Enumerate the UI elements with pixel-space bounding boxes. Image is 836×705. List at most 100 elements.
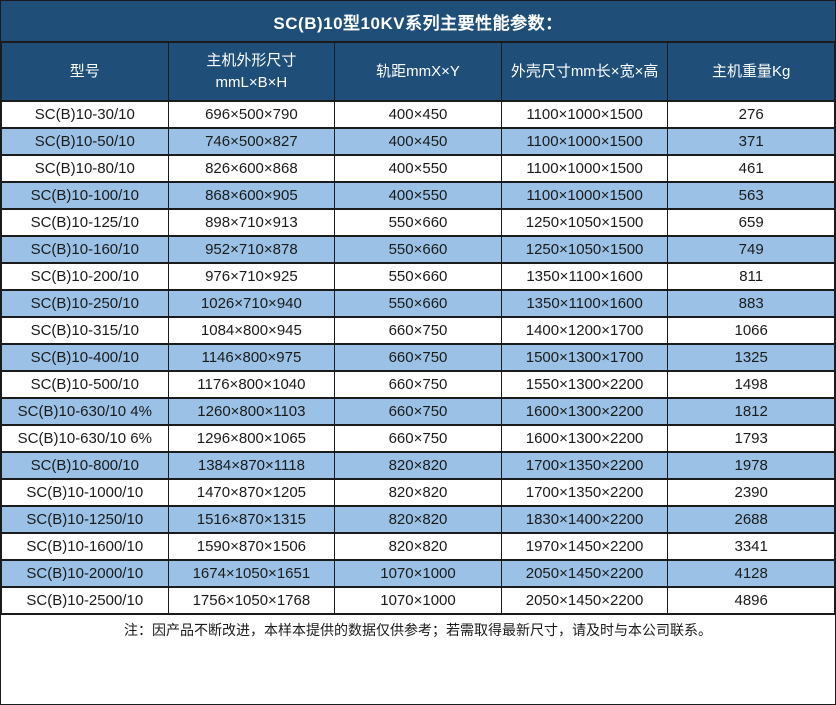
table-row: SC(B)10-630/10 4% 1260×800×1103 660×750 160…: [1, 397, 835, 426]
table-cell: 400×450: [334, 127, 502, 156]
table-cell: 1070×1000: [334, 586, 502, 615]
table-cell: 371: [667, 127, 835, 156]
table-row: SC(B)10-80/10 826×600×868 400×550 1100×1000…: [1, 154, 835, 183]
table-cell: 976×710×925: [167, 262, 336, 291]
table-cell: 660×750: [334, 397, 502, 426]
column-header-line: 主机外形尺寸: [206, 51, 297, 69]
table-cell: 276: [667, 100, 835, 129]
table-cell: 550×660: [334, 208, 502, 237]
column-header: 型号: [1, 41, 169, 102]
table-row: SC(B)10-2000/10 1674×1050×1651 1070×1000 20…: [1, 559, 835, 588]
table-cell: 820×820: [334, 478, 502, 507]
table-cell: 1756×1050×1768: [167, 586, 336, 615]
table-cell: 1812: [667, 397, 835, 426]
table-cell: 820×820: [334, 505, 502, 534]
table-cell: SC(B)10-250/10: [1, 289, 169, 318]
table-row: SC(B)10-30/10 696×500×790 400×450 1100×1000…: [1, 100, 835, 129]
table-cell: 4896: [667, 586, 835, 615]
column-header-line: 外壳尺寸mm长×宽×高: [510, 62, 659, 80]
spec-table: 型号 主机外形尺寸 mmL×B×H 轨距mmX×Y 外壳尺寸mm长×宽×高 主机重量Kg …: [1, 41, 835, 615]
table-cell: 1498: [667, 370, 835, 399]
table-cell: SC(B)10-200/10: [1, 262, 169, 291]
table-body: SC(B)10-30/10 696×500×790 400×450 1100×1000…: [1, 100, 835, 615]
table-cell: 660×750: [334, 424, 502, 453]
table-cell: 1296×800×1065: [167, 424, 336, 453]
table-cell: 746×500×827: [167, 127, 336, 156]
table-cell: 1070×1000: [334, 559, 502, 588]
table-cell: 660×750: [334, 343, 502, 372]
table-cell: 1793: [667, 424, 835, 453]
table-cell: 1250×1050×1500: [500, 235, 669, 264]
column-header: 主机重量Kg: [667, 41, 835, 102]
table-cell: SC(B)10-315/10: [1, 316, 169, 345]
table-cell: 898×710×913: [167, 208, 336, 237]
table-cell: 550×660: [334, 289, 502, 318]
table-cell: 1590×870×1506: [167, 532, 336, 561]
table-cell: 826×600×868: [167, 154, 336, 183]
table-cell: 660×750: [334, 370, 502, 399]
table-cell: 1400×1200×1700: [500, 316, 669, 345]
table-cell: 659: [667, 208, 835, 237]
table-cell: 1600×1300×2200: [500, 424, 669, 453]
table-cell: 1084×800×945: [167, 316, 336, 345]
table-cell: 1100×1000×1500: [500, 154, 669, 183]
table-cell: 400×450: [334, 100, 502, 129]
table-cell: 1700×1350×2200: [500, 478, 669, 507]
table-cell: 660×750: [334, 316, 502, 345]
table-cell: 749: [667, 235, 835, 264]
table-cell: SC(B)10-50/10: [1, 127, 169, 156]
table-cell: 1516×870×1315: [167, 505, 336, 534]
table-cell: SC(B)10-500/10: [1, 370, 169, 399]
table-cell: 550×660: [334, 262, 502, 291]
table-cell: 1550×1300×2200: [500, 370, 669, 399]
table-row: SC(B)10-1250/10 1516×870×1315 820×820 1830×…: [1, 505, 835, 534]
table-row: SC(B)10-1600/10 1590×870×1506 820×820 1970×…: [1, 532, 835, 561]
table-cell: 952×710×878: [167, 235, 336, 264]
column-header: 主机外形尺寸 mmL×B×H: [167, 41, 336, 102]
table-cell: 1978: [667, 451, 835, 480]
table-cell: 550×660: [334, 235, 502, 264]
table-cell: 1026×710×940: [167, 289, 336, 318]
table-row: SC(B)10-160/10 952×710×878 550×660 1250×105…: [1, 235, 835, 264]
table-cell: 400×550: [334, 154, 502, 183]
table-cell: 1250×1050×1500: [500, 208, 669, 237]
table-cell: SC(B)10-1250/10: [1, 505, 169, 534]
table-cell: 1600×1300×2200: [500, 397, 669, 426]
table-cell: 1700×1350×2200: [500, 451, 669, 480]
table-cell: 696×500×790: [167, 100, 336, 129]
column-header: 轨距mmX×Y: [334, 41, 502, 102]
table-header: 型号 主机外形尺寸 mmL×B×H 轨距mmX×Y 外壳尺寸mm长×宽×高 主机重量Kg: [1, 41, 835, 102]
column-header-line: 型号: [69, 62, 100, 80]
table-cell: 4128: [667, 559, 835, 588]
table-cell: 1100×1000×1500: [500, 181, 669, 210]
table-cell: 1260×800×1103: [167, 397, 336, 426]
table-cell: 1325: [667, 343, 835, 372]
table-cell: SC(B)10-1000/10: [1, 478, 169, 507]
table-cell: 1384×870×1118: [167, 451, 336, 480]
table-cell: SC(B)10-400/10: [1, 343, 169, 372]
table-cell: SC(B)10-2000/10: [1, 559, 169, 588]
table-cell: 1066: [667, 316, 835, 345]
table-row: SC(B)10-200/10 976×710×925 550×660 1350×110…: [1, 262, 835, 291]
header-row: 型号 主机外形尺寸 mmL×B×H 轨距mmX×Y 外壳尺寸mm长×宽×高 主机重量Kg: [1, 41, 835, 102]
table-cell: SC(B)10-80/10: [1, 154, 169, 183]
table-cell: 461: [667, 154, 835, 183]
table-cell: 1100×1000×1500: [500, 100, 669, 129]
table-cell: SC(B)10-30/10: [1, 100, 169, 129]
table-cell: SC(B)10-1600/10: [1, 532, 169, 561]
table-cell: 2050×1450×2200: [500, 586, 669, 615]
table-cell: SC(B)10-125/10: [1, 208, 169, 237]
column-header-line: 轨距mmX×Y: [376, 62, 460, 80]
table-row: SC(B)10-500/10 1176×800×1040 660×750 1550×1…: [1, 370, 835, 399]
table-cell: SC(B)10-2500/10: [1, 586, 169, 615]
table-cell: 811: [667, 262, 835, 291]
table-row: SC(B)10-125/10 898×710×913 550×660 1250×105…: [1, 208, 835, 237]
column-header: 外壳尺寸mm长×宽×高: [500, 41, 669, 102]
table-cell: 3341: [667, 532, 835, 561]
table-cell: 1146×800×975: [167, 343, 336, 372]
table-row: SC(B)10-100/10 868×600×905 400×550 1100×100…: [1, 181, 835, 210]
table-cell: 1350×1100×1600: [500, 289, 669, 318]
table-row: SC(B)10-2500/10 1756×1050×1768 1070×1000 20…: [1, 586, 835, 615]
table-cell: 883: [667, 289, 835, 318]
